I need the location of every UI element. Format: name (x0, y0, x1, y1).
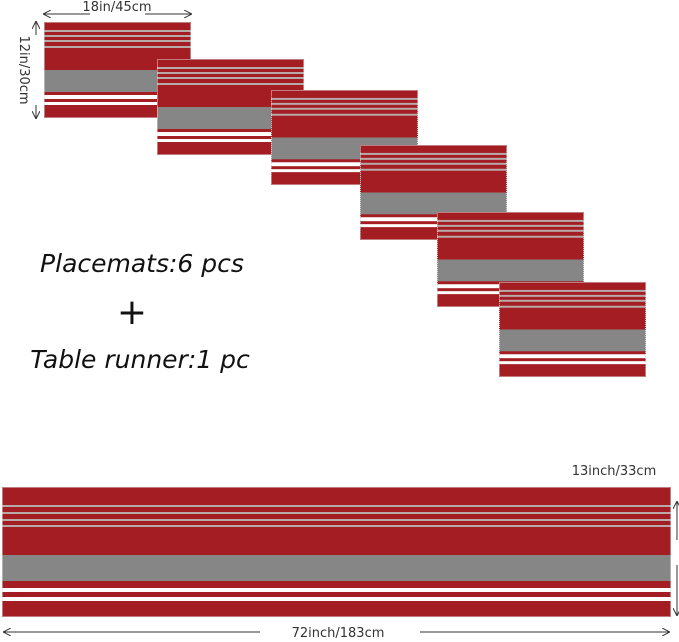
placemats-label: Placemats:6 pcs (40, 249, 244, 278)
placemat (499, 282, 646, 377)
runner-width: 72inch/183cm (292, 626, 385, 641)
placemat-height: 12in/30cm (16, 35, 31, 104)
table-runner (2, 487, 671, 617)
runner-height: 13inch/33cm (572, 464, 657, 479)
runner-label: Table runner:1 pc (30, 345, 250, 374)
placemat-width: 18in/45cm (82, 0, 151, 15)
plus-sign: + (117, 292, 147, 333)
